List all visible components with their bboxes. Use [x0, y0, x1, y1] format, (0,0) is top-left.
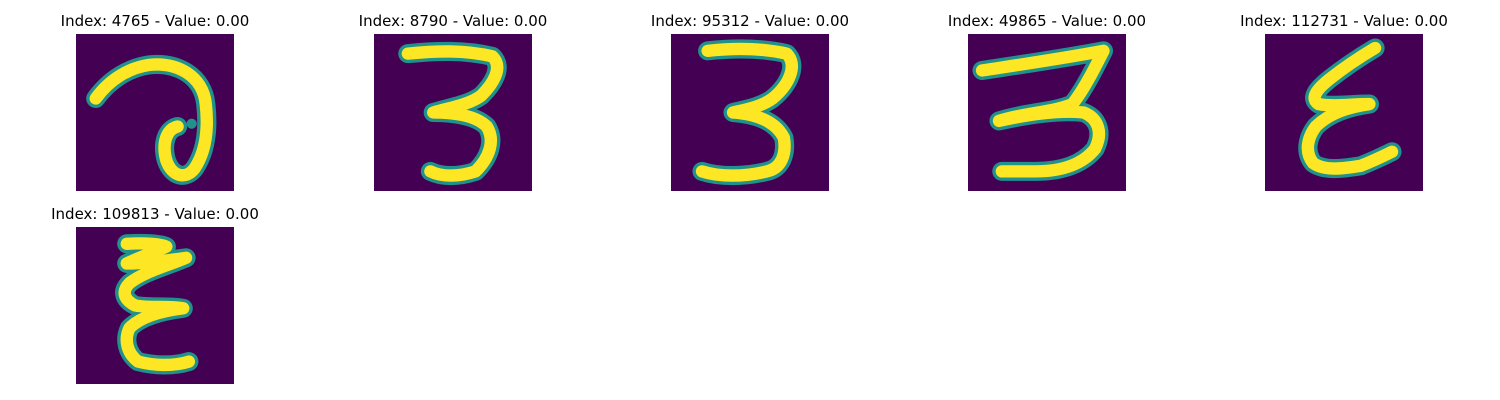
image-panel-3: Index: 95312 - Value: 0.00	[635, 12, 865, 192]
image-panel-2: Index: 8790 - Value: 0.00	[338, 12, 568, 192]
digit-image	[76, 227, 234, 384]
panel-title: Index: 109813 - Value: 0.00	[51, 205, 259, 223]
image-panel-5: Index: 112731 - Value: 0.00	[1229, 12, 1459, 192]
panel-title: Index: 95312 - Value: 0.00	[650, 12, 850, 30]
digit-image	[374, 34, 532, 191]
panel-title: Index: 112731 - Value: 0.00	[1240, 12, 1448, 30]
digit-image	[671, 34, 829, 191]
image-panel-6: Index: 109813 - Value: 0.00	[40, 205, 270, 385]
digit-image	[968, 34, 1126, 191]
digit-image	[1265, 34, 1423, 191]
digit-image	[76, 34, 234, 191]
panel-title: Index: 49865 - Value: 0.00	[947, 12, 1147, 30]
panel-title: Index: 8790 - Value: 0.00	[358, 12, 548, 30]
image-panel-4: Index: 49865 - Value: 0.00	[932, 12, 1162, 192]
image-panel-1: Index: 4765 - Value: 0.00	[40, 12, 270, 192]
panel-title: Index: 4765 - Value: 0.00	[60, 12, 250, 30]
